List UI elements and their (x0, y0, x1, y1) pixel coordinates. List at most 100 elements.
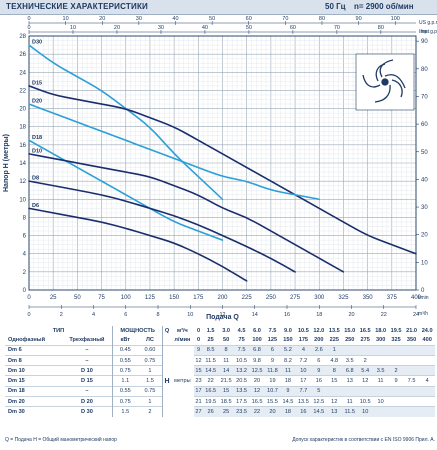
y-tick-label: 14 (19, 161, 26, 167)
table-row: Dm 15 D 15 1.1 1.5 23 22 21.5 20.5 20 19 18 17 16 15 1… (5, 375, 435, 387)
m3h-tick-label: 14 (252, 312, 258, 318)
m3h-tick-label: 12 (219, 312, 225, 318)
q-lmin-cell: 100 (252, 336, 262, 343)
x-tick-label: 275 (290, 295, 301, 301)
plot-frame (28, 35, 417, 291)
head-value: 2.6 (311, 344, 327, 356)
head-value: 27 (194, 406, 203, 417)
power-kw: 1.5 (111, 406, 138, 417)
footer-tolerance: Допуск характеристик в соответствии с EN… (292, 437, 435, 443)
three-phase-model: – (61, 354, 113, 366)
head-value: 16.5 (202, 385, 219, 397)
head-value: 11 (372, 375, 389, 387)
m3h-tick-label: 6 (124, 312, 127, 318)
series-line-d15 (28, 85, 417, 255)
single-phase-model: Dm 10 (5, 365, 62, 376)
head-value: 13 (342, 375, 358, 387)
head-value (326, 385, 343, 397)
three-phase-model: – (61, 385, 113, 397)
x-tick-label: 75 (98, 295, 105, 301)
head-value (403, 344, 420, 356)
head-value: 11.5 (202, 354, 219, 366)
head-value: 7.5 (233, 344, 250, 356)
q-m3h-cell: 3.0 (222, 327, 230, 334)
us-gpm-tick-label: 50 (209, 16, 215, 22)
q-m3h-cell: 18.0 (375, 327, 387, 334)
hp-header: ЛС (145, 336, 154, 343)
pump-curve-chart: 0 25 50 75 100 125 150 175 200 225 250 275 300 325 350… (3, 16, 437, 321)
head-value: 14 (218, 365, 234, 376)
spec-header: ТЕХНИЧЕСКИЕ ХАРАКТЕРИСТИКИ 50 Гц n= 2900… (0, 0, 437, 15)
chart-labels: 0 25 50 75 100 125 150 175 200 225 250 275 300 325 350… (3, 16, 437, 321)
y-tick-label: 22 (19, 88, 26, 94)
head-value: 16 (311, 375, 327, 387)
right-tick-label: 0 (421, 288, 425, 294)
head-value: 5.4 (357, 365, 373, 376)
q-lmin-cell: 400 (422, 336, 432, 343)
m3h-tick-label: 16 (284, 312, 290, 318)
head-value: 12.5 (249, 365, 265, 376)
x-unit-label: l/min (418, 295, 429, 301)
head-value (388, 354, 404, 366)
q-m3h-cell: 7.5 (268, 327, 277, 334)
q-m3h-cell: 12.0 (313, 327, 325, 334)
us-gpm-tick-label: 20 (99, 16, 105, 22)
q-m3h-cell: 21.0 (406, 327, 417, 334)
y-tick-label: 16 (19, 143, 26, 149)
head-value: 12 (194, 354, 203, 366)
head-value: 12 (249, 385, 265, 397)
single-phase-model: Dm 20 (5, 396, 62, 407)
head-value: 23.5 (233, 406, 250, 417)
q-unit-m3h: м³/ч (176, 327, 188, 334)
x-tick-label: 100 (121, 295, 132, 301)
us-gpm-tick-label: 0 (27, 16, 30, 22)
series-label-d6: D6 (32, 203, 39, 209)
head-value: 22 (249, 406, 265, 417)
head-value: 10.5 (357, 396, 373, 407)
head-value: 9 (264, 354, 281, 366)
table-row: Dm 10 D 10 0.75 1 15 14.5 14 13.2 12.5 11.8 11 10 9 8… (5, 365, 435, 376)
y-axis-title: Напор H (метры) (3, 134, 10, 192)
imp-gpm-tick-label: 0 (27, 25, 30, 31)
head-value: 3.5 (372, 365, 389, 376)
series-line-d18 (28, 139, 224, 241)
q-m3h-cell: 10.5 (297, 327, 309, 334)
y-tick-label: 4 (23, 252, 27, 258)
x-tick-label: 125 (145, 295, 156, 301)
head-value: 11 (280, 365, 296, 376)
right-tick-label: 70 (421, 94, 428, 100)
head-value: 11 (342, 396, 358, 407)
power-kw: 0.45 (111, 344, 138, 356)
head-value (419, 385, 435, 397)
power-kw: 0.55 (111, 385, 138, 397)
us-gpm-unit: US g.p.m. (419, 20, 437, 26)
footer-legend: Q = Подача H = Общий манометрический нап… (5, 437, 117, 443)
y-tick-label: 18 (19, 125, 26, 131)
q-lmin-cell: 275 (360, 336, 370, 343)
x-tick-label: 50 (74, 295, 81, 301)
series-label-d18: D18 (32, 135, 42, 141)
head-value: 11 (218, 354, 234, 366)
y-tick-label: 8 (23, 215, 27, 221)
m3h-tick-label: 10 (187, 312, 193, 318)
q-m3h-cell: 0 (196, 327, 201, 334)
head-value: 20 (264, 406, 281, 417)
head-value (388, 406, 404, 417)
head-value: 26 (202, 406, 219, 417)
head-value: 19.5 (202, 396, 219, 407)
head-value: 10 (372, 396, 389, 407)
head-value: 12.5 (311, 396, 327, 407)
spec-title: ТЕХНИЧЕСКИЕ ХАРАКТЕРИСТИКИ (6, 2, 148, 11)
us-gpm-tick-label: 80 (319, 16, 325, 22)
head-value: 20 (249, 375, 265, 387)
head-value (342, 344, 358, 356)
three-phase-model: D 15 (61, 375, 113, 387)
single-phase-model: Dm 6 (5, 344, 62, 356)
head-value: 11.8 (264, 365, 281, 376)
right-tick-label: 80 (421, 67, 428, 73)
imp-gpm-tick-label: 40 (202, 25, 208, 31)
q-lmin-cell: 75 (238, 336, 245, 343)
right-tick-label: 60 (421, 122, 428, 128)
head-value: 4 (419, 375, 435, 387)
